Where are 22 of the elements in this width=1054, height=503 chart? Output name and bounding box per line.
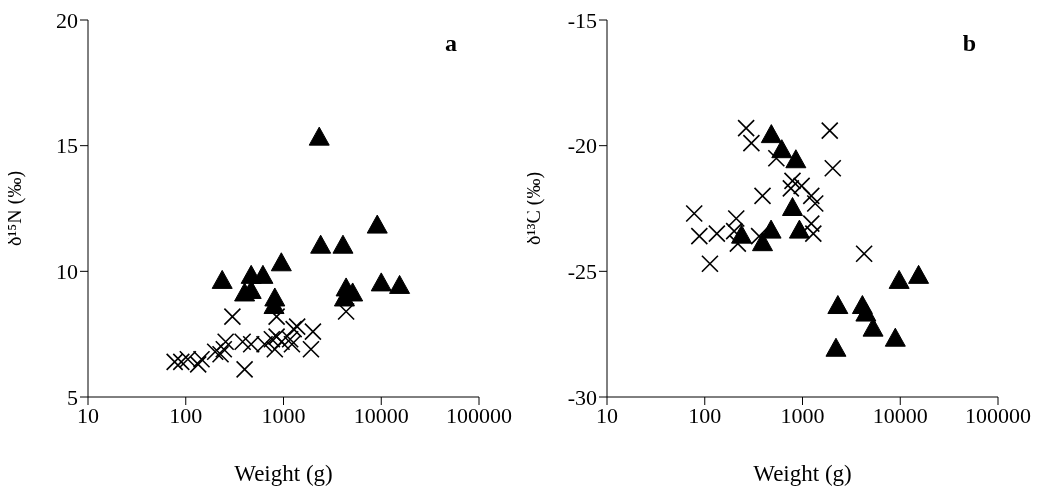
x-tick-label: 10000 — [353, 402, 409, 428]
annotation: b — [962, 30, 976, 57]
x-tick-label: 100 — [688, 402, 722, 428]
x-tick-label: 100000 — [446, 402, 512, 428]
x-tick-label: 10 — [77, 402, 99, 428]
x-tick-label: 10000 — [872, 402, 928, 428]
x-tick-label: 1000 — [780, 402, 825, 428]
x-tick-label: 1000 — [261, 402, 306, 428]
y-tick-label: 15 — [56, 133, 78, 159]
x-axis-title: Weight (g) — [753, 461, 852, 486]
x-tick-label: 100 — [169, 402, 203, 428]
y-tick-label: 10 — [56, 259, 78, 285]
annotation: a — [445, 30, 457, 57]
y-tick-label: -30 — [567, 384, 597, 410]
y-tick-label: 20 — [56, 7, 78, 33]
y-tick-label: 5 — [67, 384, 78, 410]
x-axis-title: Weight (g) — [234, 461, 333, 486]
y-tick-label: -20 — [567, 133, 597, 159]
x-tick-label: 10 — [596, 402, 618, 428]
y-tick-label: -25 — [567, 259, 597, 285]
y-tick-label: -15 — [567, 7, 597, 33]
x-tick-label: 100000 — [965, 402, 1031, 428]
